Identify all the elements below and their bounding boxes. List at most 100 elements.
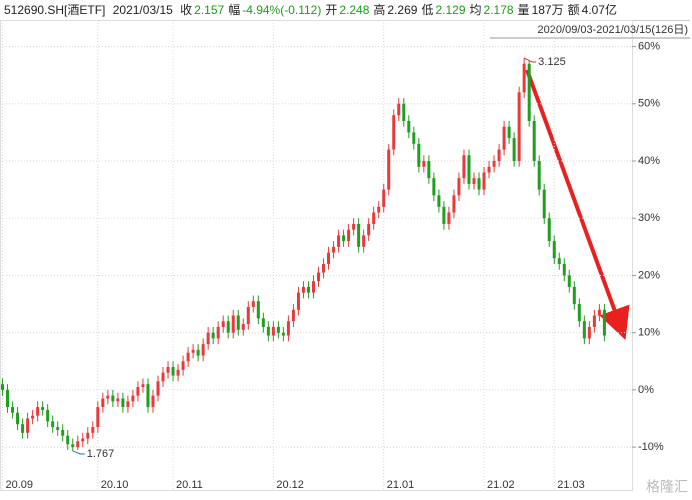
min-pointer (72, 450, 85, 455)
field-value: 2.178 (483, 3, 514, 17)
candle-body (236, 315, 240, 330)
candle-body (231, 315, 235, 333)
candle-body (201, 344, 205, 356)
candle-body (472, 178, 476, 184)
candle-body (507, 126, 511, 139)
field-value: -4.94%(-0.112) (242, 3, 322, 17)
candle-body (582, 321, 586, 339)
candle-body (337, 235, 341, 247)
candle-body (402, 103, 406, 121)
candle-body (126, 401, 130, 408)
candle-body (457, 178, 461, 196)
candle-body (181, 361, 185, 370)
candle-body (286, 321, 290, 336)
candle-body (412, 132, 416, 144)
candle-body (387, 149, 391, 190)
candle-body (101, 398, 105, 408)
candle-body (16, 412, 20, 425)
candle-body (377, 206, 381, 213)
candle-body (51, 421, 55, 428)
candle-body (537, 161, 541, 190)
candle-body (301, 286, 305, 293)
x-tick-label: 21.02 (487, 479, 515, 491)
candle-body (1, 384, 5, 390)
candle-body (276, 326, 280, 333)
candle-body (61, 429, 65, 436)
candle-body (81, 438, 85, 442)
candle-body (256, 301, 260, 319)
code: 512690.SH[酒ETF] (4, 3, 106, 17)
candle-body (121, 398, 125, 408)
x-tick-label: 21.01 (387, 479, 415, 491)
candle-body (146, 384, 150, 408)
field-value: 4.07亿 (581, 3, 617, 17)
candle-body (477, 178, 481, 190)
candle-body (367, 223, 371, 236)
field-label: 量 (517, 3, 530, 17)
candle-body (216, 326, 220, 339)
x-tick-label: 20.09 (6, 479, 34, 491)
candle-body (342, 235, 346, 242)
candle-body (296, 292, 300, 310)
candle-body (527, 63, 531, 121)
x-tick-label: 20.11 (176, 479, 203, 491)
candle-body (482, 172, 486, 190)
field-label: 额 (567, 3, 580, 17)
candle-body (452, 195, 456, 213)
candle-body (86, 432, 90, 439)
candle-body (156, 381, 160, 396)
field-value: 2.269 (387, 3, 418, 17)
y-tick-label: 60% (638, 40, 660, 52)
watermark: 格隆汇 (646, 479, 688, 495)
candle-body (517, 92, 521, 162)
x-tick-label: 20.10 (101, 479, 129, 491)
candle-body (46, 409, 50, 422)
candle-body (226, 321, 230, 333)
candle-body (186, 352, 190, 362)
field-label: 幅 (228, 3, 241, 17)
candle-body (447, 212, 451, 224)
candle-body (467, 155, 471, 184)
candle-body (382, 189, 386, 207)
candle-body (572, 286, 576, 305)
max-pointer (523, 57, 537, 63)
candle-body (542, 189, 546, 219)
candle-body (357, 223, 361, 247)
candle-body (597, 309, 601, 316)
candle-body (151, 395, 155, 408)
candle-body (397, 103, 401, 116)
candle-body (76, 441, 80, 448)
min-label: 1.767 (87, 448, 115, 460)
candle-body (577, 304, 581, 322)
range: 2020/09/03-2021/03/15(126日) (538, 24, 688, 36)
candle-body (261, 318, 265, 327)
candle-body (136, 387, 140, 396)
candle-body (196, 349, 200, 356)
candle-body (291, 309, 295, 322)
field-label: 均 (469, 3, 482, 17)
field-value: 2.157 (194, 3, 225, 17)
candle-body (6, 389, 10, 408)
candle-body (31, 415, 35, 419)
candle-body (26, 418, 30, 433)
candle-body (116, 398, 120, 402)
candle-body (462, 155, 466, 179)
candle-body (66, 435, 70, 445)
candle-body (432, 178, 436, 196)
candle-body (392, 115, 396, 150)
candle-body (497, 149, 501, 162)
candle-body (327, 252, 331, 265)
y-tick-label: 30% (638, 212, 660, 224)
trend-arrow (525, 69, 630, 341)
candle-body (191, 349, 195, 353)
candle-body (166, 367, 170, 373)
candle-body (362, 235, 366, 247)
candle-body (437, 195, 441, 207)
y-tick-label: 50% (638, 98, 660, 110)
candle-body (36, 407, 40, 416)
candle-body (522, 63, 526, 93)
candle-body (96, 407, 100, 428)
candle-body (352, 223, 356, 230)
